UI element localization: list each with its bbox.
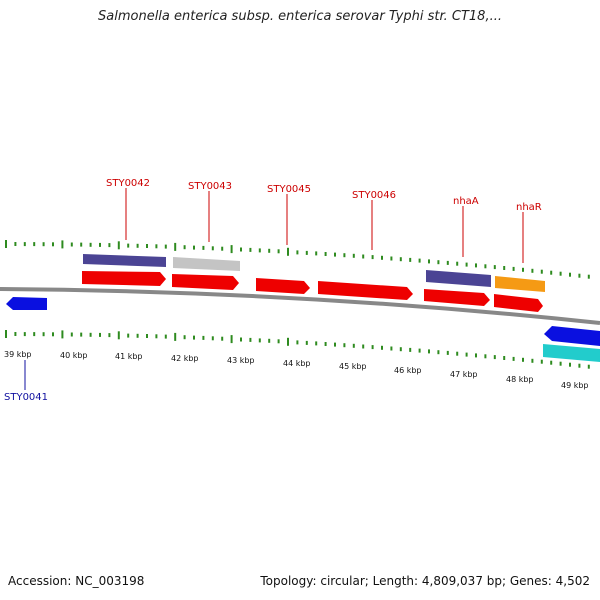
scale-label-49: 49 kbp xyxy=(561,381,589,390)
cds-arrow-forward xyxy=(256,278,310,294)
scale-label-39: 39 kbp xyxy=(4,350,32,359)
genome-summary-text: Topology: circular; Length: 4,809,037 bp… xyxy=(260,574,590,588)
feature-bar-orange xyxy=(495,276,545,292)
scale-label-46: 46 kbp xyxy=(394,366,422,375)
scale-label-42: 42 kbp xyxy=(171,354,199,363)
accession-text: Accession: NC_003198 xyxy=(8,574,145,588)
cds-arrow-forward xyxy=(424,289,490,306)
gene-label-sty0045: STY0045 xyxy=(267,184,311,195)
genome-backbone xyxy=(0,287,600,325)
feature-bar-gray xyxy=(173,257,240,271)
cds-arrow-forward xyxy=(82,271,166,286)
scale-label-47: 47 kbp xyxy=(450,370,478,379)
cds-arrow-reverse xyxy=(6,297,47,310)
scale-label-45: 45 kbp xyxy=(339,362,367,371)
scale-label-44: 44 kbp xyxy=(283,359,311,368)
scale-label-41: 41 kbp xyxy=(115,352,143,361)
cds-arrow-forward xyxy=(318,281,413,300)
scale-label-48: 48 kbp xyxy=(506,375,534,384)
scale-label-43: 43 kbp xyxy=(227,356,255,365)
gene-label-nhaA: nhaA xyxy=(453,196,479,207)
cds-arrow-forward xyxy=(172,274,239,290)
feature-bar-purple xyxy=(83,254,166,267)
cds-arrow-forward xyxy=(494,294,543,312)
feature-bar-cyan xyxy=(543,344,600,362)
feature-bar-purple xyxy=(426,270,491,287)
inner-tick-track xyxy=(5,330,590,369)
map-title: Salmonella enterica subsp. enterica sero… xyxy=(98,9,502,24)
gene-label-sty0042: STY0042 xyxy=(106,178,150,189)
gene-label-nhaR: nhaR xyxy=(516,202,542,213)
gene-label-sty0041: STY0041 xyxy=(4,392,48,403)
gene-label-sty0043: STY0043 xyxy=(188,181,232,192)
outer-tick-track xyxy=(5,240,590,279)
cds-arrow-reverse xyxy=(544,326,600,346)
gene-label-sty0046: STY0046 xyxy=(352,190,396,201)
scale-label-40: 40 kbp xyxy=(60,351,88,360)
